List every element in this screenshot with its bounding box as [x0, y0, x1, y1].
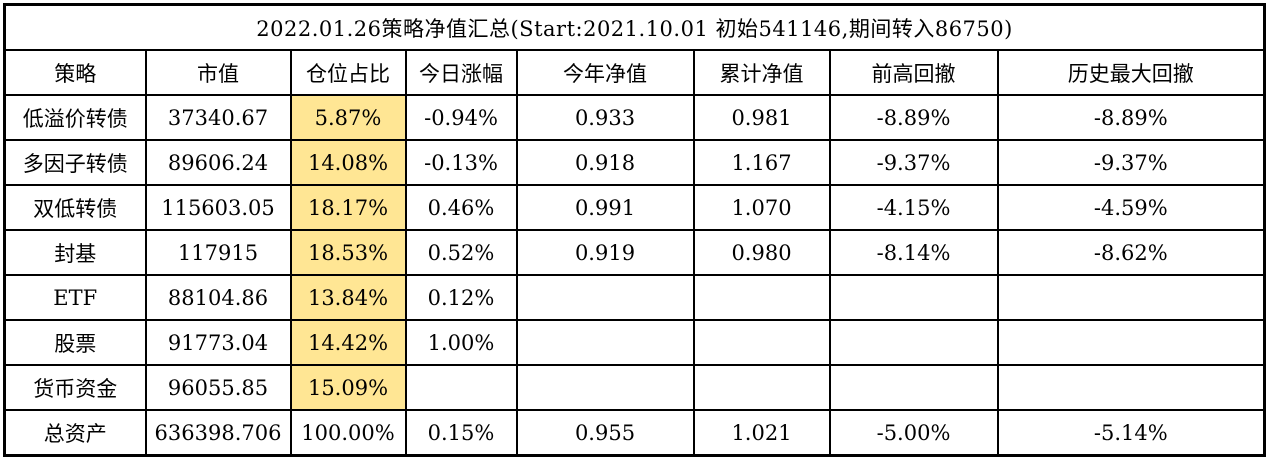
- cell-drawdown-from-prev-high[interactable]: [828, 274, 999, 321]
- cell-today-change[interactable]: 1.00%: [404, 319, 518, 366]
- table-body: 低溢价转债 37340.67 5.87% -0.94% 0.933 0.981 -8.89%…: [3, 94, 1266, 457]
- cell-position-weight[interactable]: 15.09%: [289, 364, 407, 411]
- table-row: 封基 117915 18.53% 0.52% 0.919 0.980 -8.14% -8.62…: [3, 229, 1266, 276]
- cell-market-value[interactable]: 89606.24: [144, 139, 292, 186]
- cell-ytd-nav[interactable]: [515, 319, 695, 366]
- header-cell-market-value[interactable]: 市值: [144, 49, 292, 96]
- header-cell-strategy[interactable]: 策略: [3, 49, 147, 96]
- table-row: ETF 88104.86 13.84% 0.12%: [3, 274, 1266, 321]
- cell-market-value[interactable]: 96055.85: [144, 364, 292, 411]
- header-cell-cumulative-nav[interactable]: 累计净值: [692, 49, 831, 96]
- cell-strategy[interactable]: 多因子转债: [3, 139, 147, 186]
- table-row: 多因子转债 89606.24 14.08% -0.13% 0.918 1.167 -9.37…: [3, 139, 1266, 186]
- header-cell-ytd-nav[interactable]: 今年净值: [515, 49, 695, 96]
- cell-position-weight[interactable]: 14.08%: [289, 139, 407, 186]
- cell-today-change[interactable]: -0.94%: [404, 94, 518, 141]
- cell-today-change[interactable]: 0.15%: [404, 409, 518, 457]
- cell-ytd-nav[interactable]: 0.919: [515, 229, 695, 276]
- cell-historical-max-drawdown[interactable]: [996, 274, 1266, 321]
- cell-today-change[interactable]: 0.46%: [404, 184, 518, 231]
- table-row: 低溢价转债 37340.67 5.87% -0.94% 0.933 0.981 -8.89%…: [3, 94, 1266, 141]
- cell-position-weight[interactable]: 14.42%: [289, 319, 407, 366]
- cell-drawdown-from-prev-high[interactable]: -9.37%: [828, 139, 999, 186]
- table-row: 双低转债 115603.05 18.17% 0.46% 0.991 1.070 -4.15%…: [3, 184, 1266, 231]
- cell-cumulative-nav[interactable]: 1.070: [692, 184, 831, 231]
- cell-strategy[interactable]: 总资产: [3, 409, 147, 457]
- cell-drawdown-from-prev-high[interactable]: [828, 319, 999, 366]
- cell-historical-max-drawdown[interactable]: -9.37%: [996, 139, 1266, 186]
- cell-today-change[interactable]: 0.12%: [404, 274, 518, 321]
- cell-cumulative-nav[interactable]: [692, 274, 831, 321]
- cell-today-change[interactable]: 0.52%: [404, 229, 518, 276]
- cell-cumulative-nav[interactable]: 1.021: [692, 409, 831, 457]
- cell-ytd-nav[interactable]: 0.991: [515, 184, 695, 231]
- cell-strategy[interactable]: 封基: [3, 229, 147, 276]
- cell-cumulative-nav[interactable]: 1.167: [692, 139, 831, 186]
- table-row: 总资产 636398.706 100.00% 0.15% 0.955 1.021 -5.00…: [3, 409, 1266, 457]
- table-title: 2022.01.26策略净值汇总(Start:2021.10.01 初始5411…: [3, 3, 1266, 51]
- header-cell-historical-max-drawdown[interactable]: 历史最大回撤: [996, 49, 1266, 96]
- cell-cumulative-nav[interactable]: [692, 364, 831, 411]
- cell-today-change[interactable]: -0.13%: [404, 139, 518, 186]
- cell-ytd-nav[interactable]: [515, 274, 695, 321]
- cell-market-value[interactable]: 88104.86: [144, 274, 292, 321]
- cell-market-value[interactable]: 91773.04: [144, 319, 292, 366]
- table-row: 货币资金 96055.85 15.09%: [3, 364, 1266, 411]
- cell-strategy[interactable]: 双低转债: [3, 184, 147, 231]
- cell-drawdown-from-prev-high[interactable]: -5.00%: [828, 409, 999, 457]
- header-cell-today-change[interactable]: 今日涨幅: [404, 49, 518, 96]
- cell-position-weight[interactable]: 100.00%: [289, 409, 407, 457]
- cell-today-change[interactable]: [404, 364, 518, 411]
- cell-historical-max-drawdown[interactable]: -8.89%: [996, 94, 1266, 141]
- cell-ytd-nav[interactable]: [515, 364, 695, 411]
- header-cell-position-weight[interactable]: 仓位占比: [289, 49, 407, 96]
- cell-position-weight[interactable]: 18.53%: [289, 229, 407, 276]
- cell-historical-max-drawdown[interactable]: -5.14%: [996, 409, 1266, 457]
- cell-position-weight[interactable]: 5.87%: [289, 94, 407, 141]
- cell-drawdown-from-prev-high[interactable]: -4.15%: [828, 184, 999, 231]
- cell-historical-max-drawdown[interactable]: [996, 319, 1266, 366]
- cell-drawdown-from-prev-high[interactable]: -8.14%: [828, 229, 999, 276]
- cell-historical-max-drawdown[interactable]: -4.59%: [996, 184, 1266, 231]
- cell-ytd-nav[interactable]: 0.933: [515, 94, 695, 141]
- cell-ytd-nav[interactable]: 0.918: [515, 139, 695, 186]
- title-row: 2022.01.26策略净值汇总(Start:2021.10.01 初始5411…: [3, 3, 1266, 51]
- cell-strategy[interactable]: 低溢价转债: [3, 94, 147, 141]
- cell-position-weight[interactable]: 13.84%: [289, 274, 407, 321]
- cell-cumulative-nav[interactable]: 0.980: [692, 229, 831, 276]
- cell-strategy[interactable]: 货币资金: [3, 364, 147, 411]
- cell-historical-max-drawdown[interactable]: [996, 364, 1266, 411]
- header-row: 策略 市值 仓位占比 今日涨幅 今年净值 累计净值 前高回撤 历史最大回撤: [3, 49, 1266, 96]
- cell-drawdown-from-prev-high[interactable]: -8.89%: [828, 94, 999, 141]
- cell-strategy[interactable]: 股票: [3, 319, 147, 366]
- table-row: 股票 91773.04 14.42% 1.00%: [3, 319, 1266, 366]
- strategy-nav-summary-table: 2022.01.26策略净值汇总(Start:2021.10.01 初始5411…: [3, 3, 1267, 457]
- cell-drawdown-from-prev-high[interactable]: [828, 364, 999, 411]
- cell-market-value[interactable]: 117915: [144, 229, 292, 276]
- cell-market-value[interactable]: 115603.05: [144, 184, 292, 231]
- cell-strategy[interactable]: ETF: [3, 274, 147, 321]
- cell-market-value[interactable]: 636398.706: [144, 409, 292, 457]
- header-cell-drawdown-from-prev-high[interactable]: 前高回撤: [828, 49, 999, 96]
- cell-position-weight[interactable]: 18.17%: [289, 184, 407, 231]
- cell-ytd-nav[interactable]: 0.955: [515, 409, 695, 457]
- cell-historical-max-drawdown[interactable]: -8.62%: [996, 229, 1266, 276]
- cell-cumulative-nav[interactable]: [692, 319, 831, 366]
- cell-cumulative-nav[interactable]: 0.981: [692, 94, 831, 141]
- cell-market-value[interactable]: 37340.67: [144, 94, 292, 141]
